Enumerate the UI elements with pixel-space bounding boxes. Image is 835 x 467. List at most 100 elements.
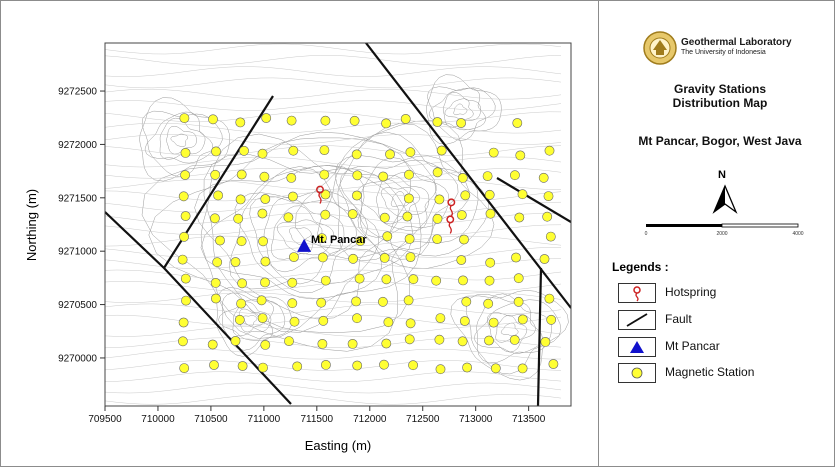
hotspring-icon — [633, 286, 641, 302]
university-seal-icon — [643, 31, 677, 65]
contour-line — [465, 293, 562, 375]
y-tick-label: 9272500 — [58, 87, 97, 98]
hotspring-icon — [447, 198, 456, 217]
magnetic-station-marker — [485, 208, 496, 219]
scale-bar-white — [721, 223, 799, 228]
magnetic-station-marker — [482, 171, 493, 181]
peak-label: Mt. Pancar — [311, 234, 367, 246]
magnetic-station-marker — [286, 172, 297, 183]
magnetic-station-marker — [257, 148, 268, 159]
magnetic-station-marker — [458, 275, 468, 286]
contour-line — [317, 123, 489, 259]
magnetic-station-marker — [538, 172, 549, 183]
magnetic-station-marker — [432, 213, 443, 224]
hotspring-ring — [446, 215, 455, 224]
contour-line — [442, 92, 481, 128]
magnetic-station-marker — [316, 233, 327, 243]
magnetic-station-marker — [320, 359, 331, 370]
magnetic-station-marker — [210, 277, 221, 288]
magnetic-station-marker — [236, 236, 247, 247]
magnetic-station-marker — [542, 211, 553, 222]
magnetic-station-marker — [211, 146, 221, 157]
hotspring-markers — [316, 185, 456, 234]
magnetic-station-marker — [510, 170, 520, 181]
contour-line — [105, 100, 562, 111]
magnetic-station-marker — [402, 211, 413, 222]
magnetic-station-marker — [230, 257, 241, 267]
magnetic-station-marker — [260, 277, 270, 288]
contour-line — [105, 213, 562, 224]
y-tick-label: 9272000 — [58, 140, 97, 151]
contour-line — [105, 382, 562, 394]
contour-line — [200, 165, 382, 300]
contour-line — [105, 66, 562, 77]
magnetic-station-marker — [319, 169, 330, 180]
magnetic-station-marker — [435, 313, 446, 323]
magnetic-station-marker — [512, 118, 523, 128]
contour-line — [500, 322, 519, 337]
contour-line — [144, 111, 214, 164]
magnetic-station-marker — [488, 147, 499, 158]
magnetic-station-marker — [546, 314, 557, 325]
contour-line — [141, 110, 223, 178]
magnetic-station-marker — [284, 336, 294, 346]
magnetic-station-marker — [400, 114, 411, 124]
magnetic-station-marker — [379, 212, 390, 223]
magnetic-station-marker — [235, 194, 246, 205]
magnetic-station-marker — [209, 360, 219, 370]
magnetic-station-marker — [544, 145, 555, 156]
magnetic-station-marker — [405, 252, 416, 262]
hotspring-tail — [449, 204, 453, 217]
magnetic-station-marker — [490, 363, 501, 374]
triangle-icon — [630, 341, 644, 353]
contour-line — [105, 156, 562, 168]
y-tick-label: 9270500 — [58, 300, 97, 311]
contour-line — [105, 292, 562, 303]
magnetic-station-marker — [431, 275, 442, 286]
x-tick-label: 710500 — [194, 414, 228, 425]
contour-line — [360, 157, 450, 238]
north-arrow-icon — [712, 184, 738, 214]
magnetic-station-marker — [539, 254, 550, 264]
map-title-line1: Gravity Stations — [673, 82, 767, 96]
magnetic-station-marker — [459, 316, 470, 326]
contour-line — [105, 201, 562, 213]
magnetic-station-marker — [405, 147, 416, 158]
magnetic-station-marker — [381, 338, 392, 349]
magnetic-station-marker — [457, 172, 468, 183]
legend-label-peak: Mt Pancar — [665, 339, 720, 353]
magnetic-station-marker — [381, 274, 392, 285]
contour-line — [105, 394, 562, 405]
magnetic-station-marker — [230, 335, 241, 346]
scale-tick-label: 4000 — [792, 231, 803, 237]
magnetic-station-marker — [179, 113, 190, 123]
magnetic-station-marker — [378, 171, 389, 182]
contour-line — [444, 98, 474, 121]
fault-lines — [105, 43, 571, 406]
magnetic-station-marker — [379, 359, 389, 370]
contour-line — [487, 312, 536, 353]
magnetic-station-marker — [292, 361, 303, 372]
magnetic-station-marker — [320, 189, 331, 200]
contour-line — [105, 77, 562, 89]
hotspring-tail — [318, 192, 322, 204]
magnetic-station-marker — [317, 338, 328, 349]
magnetic-station-marker — [457, 336, 468, 347]
magnetic-station-marker — [485, 257, 496, 268]
magnetic-station-marker — [435, 364, 446, 375]
magnetic-station-marker — [456, 210, 467, 220]
magnetic-station-marker — [208, 114, 218, 125]
magnetic-station-marker — [207, 339, 218, 350]
magnetic-station-marker — [434, 334, 445, 345]
magnetic-station-marker — [210, 293, 221, 304]
magnetic-station-marker — [286, 115, 297, 126]
contour-line — [148, 137, 411, 333]
x-tick-label: 713500 — [512, 414, 546, 425]
magnetic-station-marker — [320, 275, 331, 286]
magnetic-station-marker — [403, 295, 414, 306]
y-tick-label: 9270000 — [58, 353, 97, 364]
legend-label-station: Magnetic Station — [665, 365, 755, 379]
contour-line — [476, 293, 552, 364]
contour-line — [166, 125, 197, 155]
magnetic-station-marker — [258, 236, 268, 247]
